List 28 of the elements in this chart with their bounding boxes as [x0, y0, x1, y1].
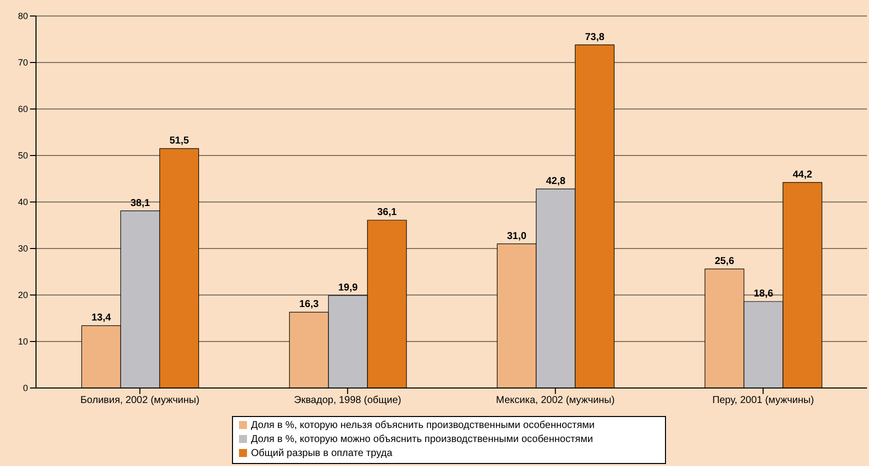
x-tick-label: Мексика, 2002 (мужчины): [496, 395, 615, 406]
legend-label: Общий разрыв в оплате труда: [251, 448, 392, 459]
y-tick-label: 70: [18, 58, 28, 68]
data-label: 18,6: [754, 288, 774, 300]
y-tick-label: 60: [18, 104, 28, 114]
legend-label: Доля в %, которую нельзя объяснить производственными особенностями: [251, 420, 595, 431]
data-label: 19,9: [338, 282, 358, 294]
y-tick-label: 20: [18, 290, 28, 300]
legend-label: Доля в %, которую можно объяснить производственными особенностями: [251, 434, 593, 445]
data-label: 38,1: [130, 198, 150, 209]
x-tick-label: Перу, 2001 (мужчины): [712, 395, 814, 406]
x-tick-label: Эквадор, 1998 (общие): [294, 395, 402, 406]
y-tick-label: 0: [22, 383, 28, 394]
y-tick-label: 10: [18, 336, 28, 347]
data-label: 44,2: [792, 169, 813, 180]
data-label: 13,4: [91, 312, 112, 324]
data-label: 31,0: [506, 230, 527, 242]
y-tick-label: 30: [18, 244, 28, 254]
y-tick-label: 40: [18, 197, 28, 208]
data-label: 51,5: [169, 136, 190, 147]
x-tick-label: Боливия, 2002 (мужчины): [80, 395, 200, 406]
data-label: 73,8: [584, 32, 605, 43]
data-label: 42,8: [546, 176, 566, 187]
data-label: 25,6: [714, 256, 735, 267]
y-tick-label: 80: [18, 11, 28, 22]
data-label: 16,3: [299, 299, 320, 310]
y-tick-label: 50: [18, 150, 28, 161]
data-label: 36,1: [377, 207, 398, 218]
